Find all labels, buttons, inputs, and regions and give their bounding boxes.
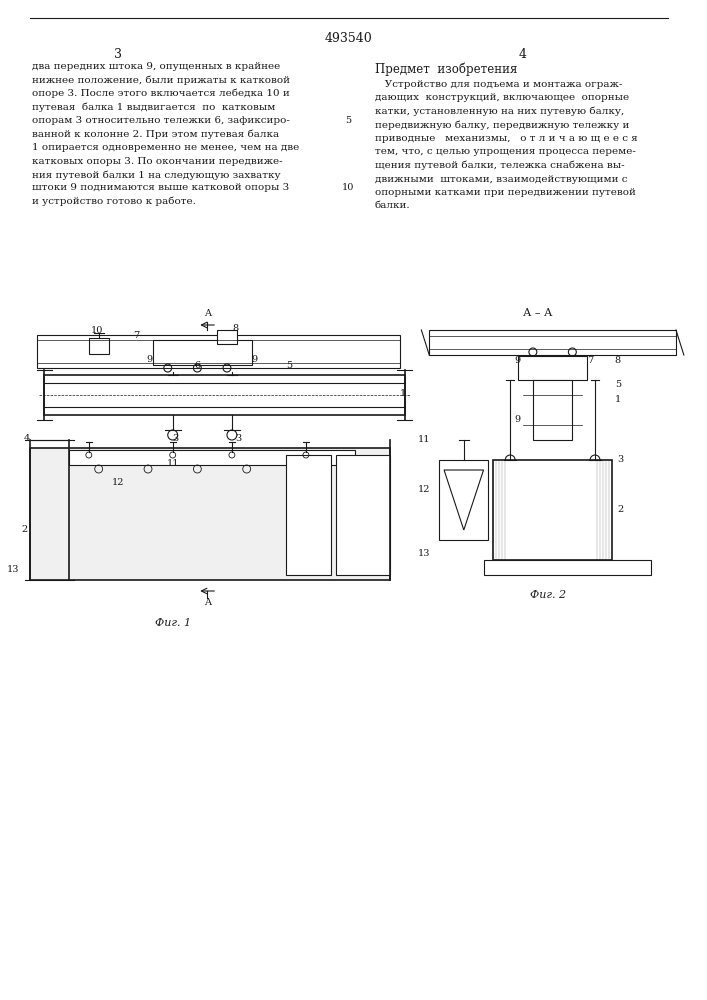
Bar	[286, 455, 331, 575]
Text: 11: 11	[418, 436, 431, 444]
Text: 493540: 493540	[325, 32, 372, 45]
Text: A: A	[204, 598, 211, 607]
Bar	[217, 330, 237, 344]
Text: путевая  балка 1 выдвигается  по  катковым: путевая балка 1 выдвигается по катковым	[32, 103, 275, 112]
Text: опорными катками при передвижении путевой: опорными катками при передвижении путево…	[375, 188, 636, 197]
Text: 6: 6	[194, 361, 200, 370]
Text: движными  штоками, взаимодействующими с: движными штоками, взаимодействующими с	[375, 174, 628, 184]
Text: и устройство готово к работе.: и устройство готово к работе.	[32, 197, 195, 207]
Text: катки, установленную на них путевую балку,: катки, установленную на них путевую балк…	[375, 107, 624, 116]
Text: Устройство для подъема и монтажа ограж-: Устройство для подъема и монтажа ограж-	[375, 80, 622, 89]
Text: катковых опоры 3. По окончании передвиже-: катковых опоры 3. По окончании передвиже…	[32, 156, 282, 165]
Bar	[493, 460, 513, 560]
Text: 9: 9	[514, 356, 520, 365]
Text: 13: 13	[418, 549, 431, 558]
Text: опоре 3. После этого включается лебедка 10 и: опоре 3. После этого включается лебедка …	[32, 89, 289, 99]
Text: 1 опирается одновременно не менее, чем на две: 1 опирается одновременно не менее, чем н…	[32, 143, 299, 152]
Text: 12: 12	[112, 478, 124, 487]
Text: 4: 4	[23, 434, 30, 443]
Text: 9: 9	[252, 356, 258, 364]
Text: A: A	[204, 309, 211, 318]
Bar	[336, 455, 390, 575]
Bar	[484, 560, 651, 575]
Text: Предмет  изобретения: Предмет изобретения	[375, 62, 518, 76]
Text: передвижную балку, передвижную тележку и: передвижную балку, передвижную тележку и	[375, 120, 629, 130]
Text: дающих  конструкций, включающее  опорные: дающих конструкций, включающее опорные	[375, 94, 629, 103]
Text: А – А: А – А	[523, 308, 552, 318]
Text: 5: 5	[345, 116, 351, 125]
Bar	[45, 375, 404, 415]
Text: 10: 10	[342, 184, 354, 192]
Text: тем, что, с целью упрощения процесса переме-: тем, что, с целью упрощения процесса пер…	[375, 147, 636, 156]
Bar	[518, 356, 587, 380]
Text: 8: 8	[232, 324, 238, 333]
Text: ванной к колонне 2. При этом путевая балка: ванной к колонне 2. При этом путевая бал…	[32, 129, 279, 139]
Text: 8: 8	[615, 356, 621, 365]
Text: два передних штока 9, опущенных в крайнее: два передних штока 9, опущенных в крайне…	[32, 62, 280, 71]
Text: Фиг. 1: Фиг. 1	[155, 618, 191, 628]
Bar	[493, 460, 612, 560]
Bar	[439, 460, 489, 540]
Text: 3: 3	[235, 434, 241, 443]
Text: Фиг. 2: Фиг. 2	[530, 590, 566, 600]
Text: 4: 4	[519, 48, 527, 61]
Bar	[69, 450, 355, 465]
Text: 1: 1	[399, 388, 406, 397]
Text: 2: 2	[21, 526, 28, 534]
Bar	[32, 450, 388, 578]
Text: 2: 2	[618, 506, 624, 514]
Text: 12: 12	[418, 486, 431, 494]
Text: 3: 3	[618, 456, 624, 464]
Text: 5: 5	[615, 380, 621, 389]
Text: 3: 3	[173, 434, 179, 443]
Text: ния путевой балки 1 на следующую захватку: ния путевой балки 1 на следующую захватк…	[32, 170, 280, 180]
Text: 5: 5	[286, 361, 292, 370]
Bar	[533, 380, 573, 440]
Text: 9: 9	[147, 356, 153, 364]
Bar	[89, 338, 109, 354]
Text: балки.: балки.	[375, 202, 411, 211]
Text: нижнее положение, были прижаты к катковой: нижнее положение, были прижаты к катково…	[32, 76, 290, 85]
Text: опорам 3 относительно тележки 6, зафиксиро-: опорам 3 относительно тележки 6, зафикси…	[32, 116, 289, 125]
Text: 10: 10	[90, 326, 103, 335]
Bar	[592, 460, 612, 560]
Text: 9: 9	[514, 415, 520, 424]
Bar	[37, 335, 399, 368]
Text: 1: 1	[615, 395, 621, 404]
Bar	[429, 330, 676, 355]
Text: приводные   механизмы,   о т л и ч а ю щ е е с я: приводные механизмы, о т л и ч а ю щ е е…	[375, 134, 638, 143]
Text: 7: 7	[587, 356, 593, 365]
Text: штоки 9 поднимаются выше катковой опоры 3: штоки 9 поднимаются выше катковой опоры …	[32, 184, 289, 192]
Bar	[153, 340, 252, 365]
Bar	[30, 448, 390, 580]
Text: 13: 13	[7, 566, 20, 574]
Text: 3: 3	[115, 48, 122, 61]
Text: 7: 7	[133, 331, 139, 340]
Text: щения путевой балки, тележка снабжена вы-: щения путевой балки, тележка снабжена вы…	[375, 161, 624, 170]
Text: 11: 11	[166, 459, 179, 468]
